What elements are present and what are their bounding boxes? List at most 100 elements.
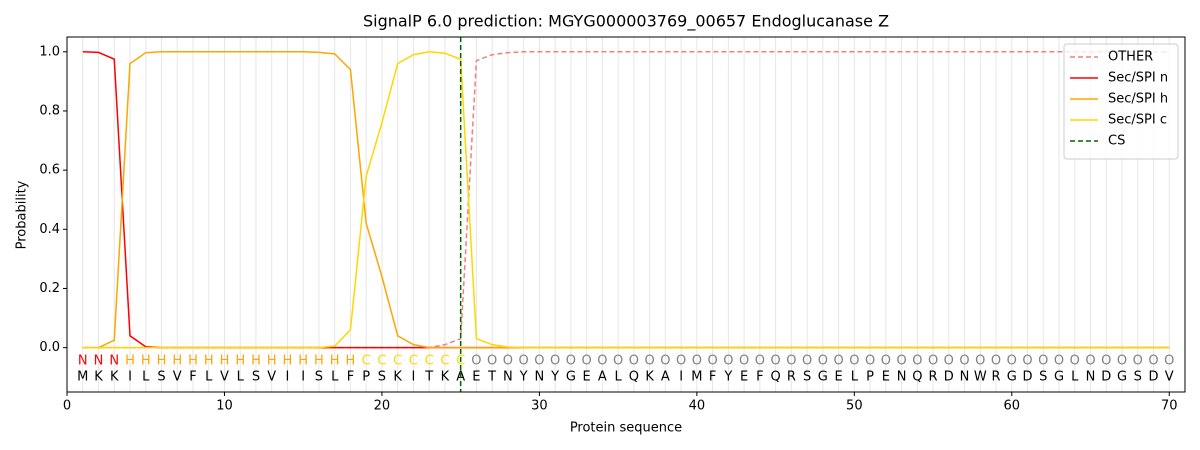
residue-class: O [566,354,576,369]
residue-class: H [346,354,356,369]
x-tick-label: 50 [846,399,863,414]
residue-class: C [362,354,371,369]
residue: W [974,370,987,385]
residue-class: O [912,354,922,369]
legend-label: Sec/SPI c [1108,113,1167,128]
residue-class: O [1038,354,1048,369]
residue-class: C [409,354,418,369]
residue-class: O [881,354,891,369]
residue-class: O [896,354,906,369]
residue: Y [519,370,528,385]
residue-class: O [991,354,1001,369]
residue: A [661,370,670,385]
residue-class: N [94,354,104,369]
residue-class: O [975,354,985,369]
residue: Y [723,370,732,385]
residue: G [1054,370,1064,385]
residue: F [347,370,354,385]
x-tick-label: 10 [216,399,233,414]
residue-class: O [755,354,765,369]
residue-class: H [283,354,293,369]
residue: A [598,370,607,385]
residue-class: H [141,354,151,369]
residue-class: O [1007,354,1017,369]
residue-class: C [377,354,386,369]
residue: V [267,370,276,385]
residue: D [1148,370,1158,385]
residue: L [1071,370,1079,385]
residue: Q [770,370,780,385]
residue-class: O [1117,354,1127,369]
residue-class: O [471,354,481,369]
residue: R [787,370,796,385]
residue: E [834,370,842,385]
residue-class: O [739,354,749,369]
residue: S [803,370,811,385]
residue: L [142,370,150,385]
residue-class: O [959,354,969,369]
residue: K [645,370,654,385]
residue-class: O [692,354,702,369]
residue: F [756,370,763,385]
residue: I [128,370,132,385]
residue-class: H [298,354,308,369]
residue-class: O [770,354,780,369]
residue-class: O [1164,354,1174,369]
residue: R [992,370,1001,385]
residue: I [286,370,290,385]
residue-class: O [534,354,544,369]
residue: K [94,370,103,385]
residue-class: O [676,354,686,369]
x-tick-label: 0 [63,399,71,414]
residue: K [110,370,119,385]
residue: L [615,370,623,385]
legend-box [1063,43,1179,160]
residue-class: H [314,354,324,369]
residue: T [487,370,496,385]
residue: E [882,370,890,385]
residue: N [503,370,513,385]
residue: R [929,370,938,385]
residue-class: H [172,354,182,369]
residue-class: O [613,354,623,369]
residue: V [1165,370,1174,385]
residue-class: O [723,354,733,369]
residue-class: O [1054,354,1064,369]
y-axis-label: Probability [15,180,30,249]
x-tick-label: 40 [689,399,706,414]
x-axis-label: Protein sequence [570,421,682,436]
residue: S [315,370,323,385]
residue-class: C [393,354,402,369]
residue-class: C [440,354,449,369]
residue: L [851,370,859,385]
residue: E [740,370,748,385]
residue-class: O [645,354,655,369]
residue: Y [550,370,559,385]
residue-class: O [802,354,812,369]
residue: G [1007,370,1017,385]
residue-class: O [849,354,859,369]
residue: T [424,370,433,385]
residue-class: N [78,354,88,369]
residue: N [897,370,907,385]
residue-class: H [157,354,167,369]
residue: G [566,370,576,385]
y-tick-label: 0.8 [39,103,60,118]
residue: S [252,370,260,385]
residue-class: O [597,354,607,369]
residue-class: O [1148,354,1158,369]
series-line [82,51,1170,349]
residue: D [1101,370,1111,385]
plot-frame [66,36,1186,393]
residue: N [535,370,545,385]
residue-class: O [1070,354,1080,369]
residue: Q [912,370,922,385]
x-tick-label: 60 [1004,399,1021,414]
chart-title: SignalP 6.0 prediction: MGYG000003769_00… [363,12,889,32]
residue: F [189,370,196,385]
residue: V [173,370,182,385]
legend-label: Sec/SPI n [1108,71,1168,86]
residue-class: O [786,354,796,369]
residue: S [157,370,165,385]
